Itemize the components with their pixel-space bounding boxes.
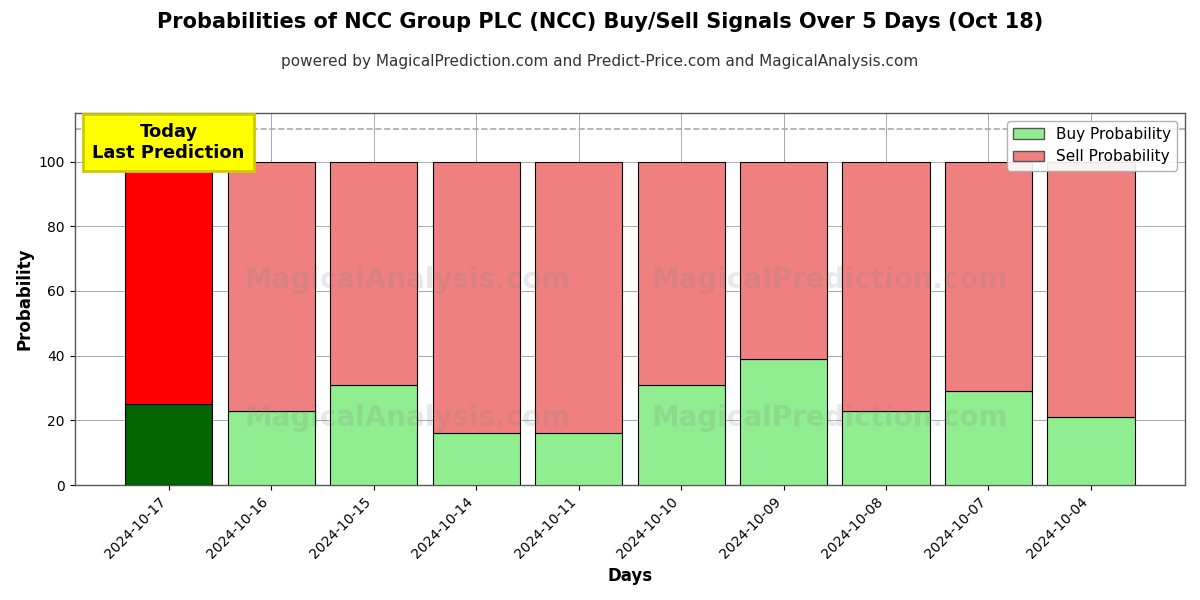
Bar <box>1048 161 1134 417</box>
Bar <box>740 359 827 485</box>
Bar <box>842 161 930 411</box>
Bar <box>330 385 418 485</box>
Bar <box>125 161 212 404</box>
Text: MagicalAnalysis.com: MagicalAnalysis.com <box>245 404 571 432</box>
Text: Today
Last Prediction: Today Last Prediction <box>92 123 245 161</box>
Bar <box>535 433 622 485</box>
Bar <box>944 161 1032 391</box>
Text: MagicalAnalysis.com: MagicalAnalysis.com <box>245 266 571 295</box>
Text: MagicalPrediction.com: MagicalPrediction.com <box>652 404 1008 432</box>
Bar <box>637 161 725 385</box>
Bar <box>944 391 1032 485</box>
Bar <box>125 404 212 485</box>
Bar <box>637 385 725 485</box>
Bar <box>330 161 418 385</box>
Bar <box>740 161 827 359</box>
Bar <box>228 161 314 411</box>
X-axis label: Days: Days <box>607 567 653 585</box>
Text: Probabilities of NCC Group PLC (NCC) Buy/Sell Signals Over 5 Days (Oct 18): Probabilities of NCC Group PLC (NCC) Buy… <box>157 12 1043 32</box>
Text: MagicalPrediction.com: MagicalPrediction.com <box>652 266 1008 295</box>
Bar <box>432 433 520 485</box>
Bar <box>228 411 314 485</box>
Text: powered by MagicalPrediction.com and Predict-Price.com and MagicalAnalysis.com: powered by MagicalPrediction.com and Pre… <box>281 54 919 69</box>
Bar <box>535 161 622 433</box>
Y-axis label: Probability: Probability <box>16 248 34 350</box>
Bar <box>432 161 520 433</box>
Legend: Buy Probability, Sell Probability: Buy Probability, Sell Probability <box>1007 121 1177 170</box>
Bar <box>842 411 930 485</box>
Bar <box>1048 417 1134 485</box>
